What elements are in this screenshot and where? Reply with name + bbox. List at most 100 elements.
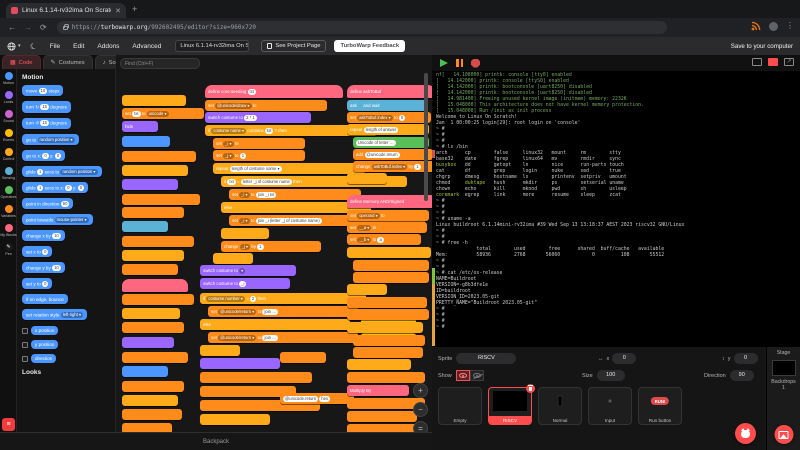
block-input[interactable]: 0 bbox=[54, 152, 62, 159]
script-block[interactable]: ask and wait bbox=[347, 100, 427, 111]
canvas-scrollbar[interactable] bbox=[424, 73, 428, 201]
script-block[interactable]: hide bbox=[122, 121, 158, 132]
category-item-motion[interactable]: Motion bbox=[0, 69, 17, 88]
category-item-sound[interactable]: Sound bbox=[0, 107, 17, 126]
script-block[interactable]: set @unicode/return ▾ to join … bbox=[208, 332, 358, 343]
script-block[interactable] bbox=[122, 423, 172, 432]
block-dropdown[interactable]: @unicode/return ▾ bbox=[218, 308, 257, 315]
block-dropdown[interactable]: __b ▾ bbox=[357, 236, 372, 243]
zoom-reset-button[interactable]: = bbox=[413, 421, 428, 432]
block-dropdown[interactable]: unicode ▾ bbox=[146, 110, 169, 117]
block-dropdown[interactable]: @unicode/return ▾ bbox=[218, 334, 257, 341]
palette-block[interactable]: if on edge, bounce bbox=[22, 294, 68, 304]
script-block[interactable] bbox=[122, 236, 194, 247]
script-block[interactable] bbox=[353, 335, 425, 346]
rss-icon[interactable] bbox=[751, 21, 761, 31]
block-input[interactable]: 15 bbox=[40, 103, 49, 110]
menu-item-file[interactable]: File bbox=[49, 42, 61, 50]
category-item-my-blocks[interactable]: My Blocks bbox=[0, 221, 17, 240]
block-input[interactable]: 10 bbox=[52, 264, 61, 271]
script-block[interactable]: set _i ▾ to join _i (letter _j of costum… bbox=[229, 215, 425, 226]
project-title-input[interactable]: Linux 6.1.14-rv32ima On S... bbox=[175, 40, 250, 52]
pause-button[interactable] bbox=[456, 59, 463, 67]
browser-menu-icon[interactable]: ⋮ bbox=[786, 21, 794, 30]
script-block[interactable]: change askToBuf.index ▾ by 1 bbox=[353, 161, 432, 172]
block-dropdown[interactable]: costume number ▾ bbox=[206, 295, 245, 302]
script-block[interactable] bbox=[122, 366, 168, 377]
script-block[interactable] bbox=[122, 294, 194, 305]
reload-button[interactable]: ⟳ bbox=[40, 23, 47, 32]
script-block[interactable] bbox=[280, 352, 326, 363]
size-value[interactable]: 100 bbox=[596, 370, 625, 381]
block-input[interactable]: 10 bbox=[38, 87, 48, 94]
script-block[interactable]: set __a ▾ to bbox=[347, 222, 427, 233]
block-input[interactable]: join _i (letter _j of costume name) bbox=[255, 217, 322, 224]
see-project-page-button[interactable]: See Project Page bbox=[261, 40, 327, 52]
palette-block[interactable]: point towards mouse-pointer ▾ bbox=[22, 214, 93, 225]
direction-value[interactable]: 90 bbox=[729, 370, 754, 381]
script-block[interactable] bbox=[200, 400, 320, 411]
category-item-control[interactable]: Control bbox=[0, 145, 17, 164]
green-flag-button[interactable] bbox=[440, 59, 448, 67]
language-selector[interactable]: ▾ bbox=[7, 41, 21, 51]
show-hidden-button[interactable] bbox=[469, 370, 484, 381]
block-input[interactable]: 2 bbox=[249, 295, 257, 302]
script-block[interactable] bbox=[122, 381, 184, 392]
script-block[interactable]: set @unicode/draw ▾ to bbox=[205, 100, 327, 111]
sprite-tile-run-button[interactable]: RUN! Run button bbox=[638, 387, 682, 425]
block-dropdown[interactable]: @unicode/draw ▾ bbox=[215, 102, 252, 109]
script-block[interactable]: if costume number ▾ = 2 then bbox=[200, 293, 366, 304]
script-block[interactable] bbox=[347, 247, 431, 258]
block-dropdown[interactable]: random position ▾ bbox=[37, 136, 75, 143]
fullscreen-button[interactable]: ↗ bbox=[784, 58, 794, 66]
script-block[interactable] bbox=[122, 322, 184, 333]
sprite-tile-normal[interactable]: Normal bbox=[538, 387, 582, 425]
block-input[interactable]: txt bbox=[227, 178, 236, 185]
palette-block[interactable]: change y by 10 bbox=[22, 262, 65, 273]
show-visible-button[interactable] bbox=[455, 370, 470, 381]
script-block[interactable]: Multiply By bbox=[347, 385, 409, 396]
script-block[interactable] bbox=[122, 136, 170, 147]
script-block[interactable] bbox=[347, 411, 417, 422]
block-input[interactable]: 0 bbox=[77, 184, 85, 191]
script-hat-block[interactable]: define Memory AND/Signed bbox=[347, 195, 432, 208]
close-tab-icon[interactable]: ✕ bbox=[115, 7, 121, 15]
palette-block[interactable]: turn ↺ 15 degrees bbox=[22, 117, 71, 129]
zoom-out-button[interactable]: − bbox=[413, 402, 428, 417]
x-value[interactable]: 0 bbox=[612, 353, 637, 364]
script-block[interactable] bbox=[122, 221, 168, 232]
script-block[interactable]: @unicode.return hex bbox=[280, 393, 354, 404]
script-block[interactable] bbox=[353, 347, 423, 358]
block-input[interactable]: 1 bbox=[239, 152, 247, 159]
palette-block[interactable]: set rotation style left-right ▾ bbox=[22, 309, 88, 320]
new-tab-button[interactable]: + bbox=[132, 4, 138, 14]
script-block[interactable]: if txt = letter _j of costume name then bbox=[221, 176, 407, 187]
script-block[interactable]: change _j ▾ by 1 bbox=[221, 241, 321, 252]
block-dropdown[interactable]: _i ▾ bbox=[239, 191, 250, 198]
block-input[interactable]: 1 bbox=[36, 184, 44, 191]
block-dropdown[interactable]: random position ▾ bbox=[60, 168, 98, 175]
address-bar[interactable]: https://turbowarp.org/992602495/editor?s… bbox=[56, 21, 667, 34]
block-input[interactable]: a bbox=[377, 236, 384, 243]
script-block[interactable] bbox=[347, 398, 425, 409]
monitor-checkbox[interactable] bbox=[22, 341, 28, 348]
browser-tab[interactable]: Linux 6.1.14-rv32ima On Scratch ✕ bbox=[6, 3, 126, 18]
block-input[interactable]: 1 bbox=[257, 243, 264, 250]
large-stage-button[interactable] bbox=[768, 58, 778, 66]
stage-panel[interactable]: Stage Backdrops 1 bbox=[766, 347, 800, 450]
tab-costumes[interactable]: ✎ Costumes bbox=[42, 55, 93, 69]
script-block[interactable]: if costume name ▾ contains txt ? then bbox=[205, 125, 377, 136]
block-input[interactable]: join _i txt bbox=[255, 191, 277, 198]
script-hat-block[interactable] bbox=[122, 279, 188, 292]
block-input[interactable]: length of costume name ▾ bbox=[229, 165, 282, 172]
script-block[interactable] bbox=[347, 424, 421, 432]
block-input[interactable]: _i bbox=[239, 280, 247, 287]
sprite-tile-input[interactable]: Input bbox=[588, 387, 632, 425]
block-dropdown[interactable]: _i ▾ bbox=[239, 217, 250, 224]
sprite-tile-empty[interactable]: Empty bbox=[438, 387, 482, 425]
script-block[interactable]: else bbox=[200, 319, 350, 330]
block-input[interactable]: 10 bbox=[52, 232, 61, 239]
script-block[interactable]: set @unicode/return ▾ to join … bbox=[208, 306, 358, 317]
script-block[interactable] bbox=[122, 151, 196, 162]
script-block[interactable] bbox=[122, 409, 182, 420]
